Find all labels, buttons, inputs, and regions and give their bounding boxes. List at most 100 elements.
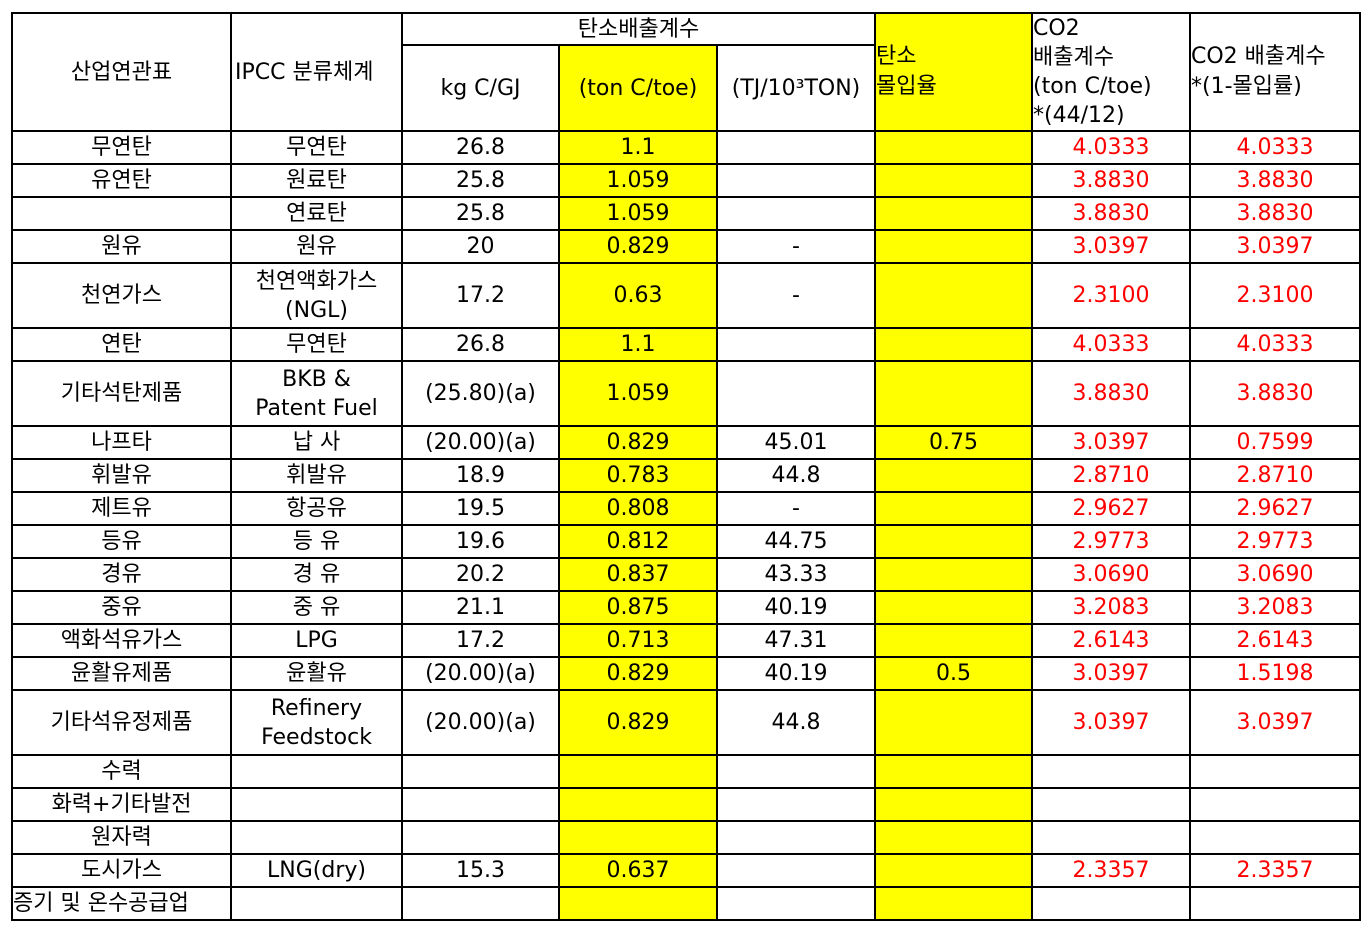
cell-tj-ton: - — [716, 491, 876, 526]
cell-io-sector: 화력+기타발전 — [11, 787, 232, 822]
cell-co2-factor-adjusted — [1189, 787, 1361, 822]
cell-co2-factor-adjusted: 2.3357 — [1189, 853, 1361, 888]
cell-kg-c-gj — [401, 820, 560, 855]
cell-co2-factor: 2.3100 — [1031, 262, 1191, 329]
cell-io-sector: 나프타 — [11, 425, 232, 460]
cell-co2-factor-adjusted: 2.9773 — [1189, 524, 1361, 559]
header-ipcc: IPCC 분류체계 — [230, 12, 403, 132]
cell-ton-c-toe — [558, 886, 718, 921]
table-row: 화력+기타발전 — [11, 787, 1361, 822]
cell-co2-factor-adjusted: 3.8830 — [1189, 360, 1361, 427]
cell-ipcc: 납 사 — [230, 425, 403, 460]
cell-ipcc: 원료탄 — [230, 163, 403, 198]
cell-io-sector: 휘발유 — [11, 458, 232, 493]
header-emission-factor: 탄소배출계수 — [401, 12, 876, 46]
cell-io-sector: 등유 — [11, 524, 232, 559]
cell-tj-ton — [716, 196, 876, 231]
cell-ton-c-toe: 0.713 — [558, 623, 718, 658]
header-io-table: 산업연관표 — [11, 12, 232, 132]
cell-io-sector: 중유 — [11, 590, 232, 625]
cell-tj-ton — [716, 787, 876, 822]
table-row: 무연탄 무연탄 26.8 1.1 4.0333 4.0333 — [11, 130, 1361, 165]
cell-co2-factor-adjusted: 0.7599 — [1189, 425, 1361, 460]
table-row: 등유 등 유 19.6 0.812 44.75 2.9773 2.9773 — [11, 524, 1361, 559]
cell-ton-c-toe: 0.829 — [558, 656, 718, 691]
table-row: 유연탄 원료탄 25.8 1.059 3.8830 3.8830 — [11, 163, 1361, 198]
table-row: 원유 원유 20 0.829-3.0397 3.0397 — [11, 229, 1361, 264]
cell-storage-rate — [874, 262, 1033, 329]
cell-co2-factor — [1031, 820, 1191, 855]
cell-kg-c-gj: 19.6 — [401, 524, 560, 559]
cell-ton-c-toe: 0.808 — [558, 491, 718, 526]
cell-tj-ton — [716, 820, 876, 855]
cell-storage-rate — [874, 491, 1033, 526]
cell-co2-factor-adjusted: 3.0397 — [1189, 689, 1361, 756]
cell-ipcc: 천연액화가스 (NGL) — [230, 262, 403, 329]
cell-ton-c-toe: 1.059 — [558, 360, 718, 427]
table-row: 수력 — [11, 754, 1361, 789]
cell-ipcc: 경 유 — [230, 557, 403, 592]
cell-co2-factor: 3.0397 — [1031, 656, 1191, 691]
table-row: 윤활유제품 윤활유 (20.00)(a) 0.829 40.19 0.5 3.0397 1.5… — [11, 656, 1361, 691]
cell-ipcc: 연료탄 — [230, 196, 403, 231]
cell-co2-factor-adjusted: 2.6143 — [1189, 623, 1361, 658]
cell-ton-c-toe: 0.829 — [558, 229, 718, 264]
cell-ton-c-toe: 0.829 — [558, 425, 718, 460]
cell-storage-rate — [874, 623, 1033, 658]
cell-tj-ton: 40.19 — [716, 656, 876, 691]
cell-storage-rate — [874, 130, 1033, 165]
cell-ton-c-toe: 0.812 — [558, 524, 718, 559]
cell-kg-c-gj: 25.8 — [401, 196, 560, 231]
cell-io-sector: 경유 — [11, 557, 232, 592]
cell-ton-c-toe: 0.783 — [558, 458, 718, 493]
cell-co2-factor-adjusted: 2.3100 — [1189, 262, 1361, 329]
cell-io-sector — [11, 196, 232, 231]
cell-ipcc: LPG — [230, 623, 403, 658]
cell-ton-c-toe: 0.875 — [558, 590, 718, 625]
cell-kg-c-gj: (20.00)(a) — [401, 425, 560, 460]
cell-storage-rate — [874, 787, 1033, 822]
cell-co2-factor: 4.0333 — [1031, 327, 1191, 362]
cell-ipcc: 휘발유 — [230, 458, 403, 493]
cell-kg-c-gj: 20 — [401, 229, 560, 264]
cell-kg-c-gj: 20.2 — [401, 557, 560, 592]
cell-co2-factor: 3.0690 — [1031, 557, 1191, 592]
cell-storage-rate — [874, 163, 1033, 198]
table-row: 연료탄 25.8 1.059 3.8830 3.8830 — [11, 196, 1361, 231]
cell-io-sector: 수력 — [11, 754, 232, 789]
cell-storage-rate — [874, 360, 1033, 427]
cell-ipcc: 무연탄 — [230, 327, 403, 362]
cell-storage-rate — [874, 754, 1033, 789]
header-co2-factor: CO2 배출계수 (ton C/toe) *(44/12) — [1031, 12, 1191, 132]
cell-tj-ton — [716, 853, 876, 888]
cell-co2-factor: 3.8830 — [1031, 196, 1191, 231]
cell-co2-factor-adjusted: 3.2083 — [1189, 590, 1361, 625]
cell-storage-rate — [874, 590, 1033, 625]
cell-ipcc: LNG(dry) — [230, 853, 403, 888]
cell-io-sector: 연탄 — [11, 327, 232, 362]
cell-io-sector: 천연가스 — [11, 262, 232, 329]
header-storage-rate: 탄소 몰입율 — [874, 12, 1033, 132]
cell-kg-c-gj: 25.8 — [401, 163, 560, 198]
cell-co2-factor-adjusted: 3.8830 — [1189, 163, 1361, 198]
cell-ton-c-toe: 0.829 — [558, 689, 718, 756]
cell-kg-c-gj: 21.1 — [401, 590, 560, 625]
cell-co2-factor: 2.6143 — [1031, 623, 1191, 658]
cell-ipcc: 원유 — [230, 229, 403, 264]
cell-ipcc: 윤활유 — [230, 656, 403, 691]
cell-co2-factor — [1031, 886, 1191, 921]
table-row: 기타석탄제품 BKB & Patent Fuel (25.80)(a) 1.059 3.… — [11, 360, 1361, 427]
cell-tj-ton: 47.31 — [716, 623, 876, 658]
cell-co2-factor-adjusted — [1189, 754, 1361, 789]
cell-ton-c-toe: 1.059 — [558, 163, 718, 198]
cell-ipcc — [230, 787, 403, 822]
cell-kg-c-gj: (20.00)(a) — [401, 689, 560, 756]
cell-ton-c-toe — [558, 820, 718, 855]
table-row: 제트유 항공유 19.5 0.808- 2.9627 2.9627 — [11, 491, 1361, 526]
cell-kg-c-gj: 26.8 — [401, 130, 560, 165]
table-row: 기타석유정제품 Refinery Feedstock (20.00)(a) 0.829… — [11, 689, 1361, 756]
cell-kg-c-gj — [401, 886, 560, 921]
table-row: 중유 중 유 21.1 0.875 40.19 3.2083 3.2083 — [11, 590, 1361, 625]
cell-ton-c-toe: 1.1 — [558, 130, 718, 165]
cell-io-sector: 유연탄 — [11, 163, 232, 198]
